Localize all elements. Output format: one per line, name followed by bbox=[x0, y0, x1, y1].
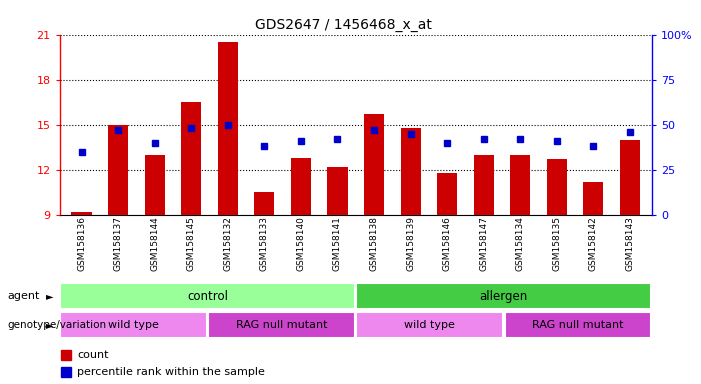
Bar bbox=[547, 159, 567, 215]
Title: GDS2647 / 1456468_x_at: GDS2647 / 1456468_x_at bbox=[255, 18, 433, 32]
Text: RAG null mutant: RAG null mutant bbox=[236, 320, 327, 330]
Text: count: count bbox=[77, 350, 109, 360]
Text: wild type: wild type bbox=[404, 320, 455, 330]
Bar bbox=[108, 125, 128, 215]
Text: allergen: allergen bbox=[479, 290, 528, 303]
Bar bbox=[60, 283, 355, 310]
Text: control: control bbox=[187, 290, 228, 303]
Text: RAG null mutant: RAG null mutant bbox=[532, 320, 624, 330]
Bar bbox=[505, 311, 651, 338]
Text: agent: agent bbox=[7, 291, 39, 301]
Text: wild type: wild type bbox=[108, 320, 159, 330]
Text: percentile rank within the sample: percentile rank within the sample bbox=[77, 367, 265, 377]
Bar bbox=[437, 173, 457, 215]
Text: genotype/variation: genotype/variation bbox=[7, 320, 106, 330]
Text: ►: ► bbox=[46, 291, 53, 301]
Bar bbox=[208, 311, 355, 338]
Bar bbox=[327, 167, 348, 215]
Bar bbox=[254, 192, 274, 215]
Bar bbox=[400, 128, 421, 215]
Bar bbox=[60, 311, 207, 338]
Bar bbox=[364, 114, 384, 215]
Bar bbox=[474, 155, 494, 215]
Bar bbox=[218, 42, 238, 215]
Text: ►: ► bbox=[46, 320, 53, 330]
Bar bbox=[144, 155, 165, 215]
Bar bbox=[181, 102, 201, 215]
Bar bbox=[357, 283, 651, 310]
Bar bbox=[583, 182, 604, 215]
Bar bbox=[620, 140, 640, 215]
Bar bbox=[291, 158, 311, 215]
Bar bbox=[510, 155, 531, 215]
Bar bbox=[72, 212, 92, 215]
Bar bbox=[357, 311, 503, 338]
